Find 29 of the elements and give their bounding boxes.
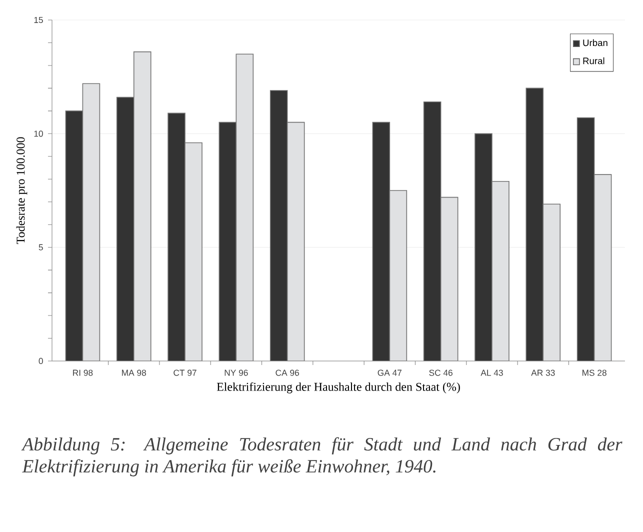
x-tick-label: CA 96	[276, 370, 299, 376]
x-tick-label: MS 28	[582, 370, 606, 376]
bar	[218, 122, 237, 361]
x-tick-label: CT 97	[174, 370, 196, 376]
y-tick-label: 10	[34, 130, 43, 137]
bar	[168, 112, 186, 361]
x-tick-label: MA 98	[122, 370, 146, 376]
y-tick-label: 0	[38, 358, 43, 364]
y-axis-title: Todesrate pro 100.000	[16, 137, 28, 244]
legend-label: Urban	[583, 39, 608, 46]
x-tick-label: GA 47	[378, 370, 402, 376]
x-tick-label: RI 98	[73, 370, 93, 376]
x-axis-title: Elektrifizierung der Haushalte durch den Staat (%)	[216, 382, 460, 394]
y-tick-label: 15	[34, 16, 43, 24]
bar	[474, 133, 492, 361]
bar	[423, 101, 442, 361]
bar	[372, 122, 390, 361]
bar	[270, 90, 288, 361]
bar	[576, 117, 595, 361]
bar	[116, 96, 134, 361]
y-tick-label: 5	[38, 244, 43, 250]
x-tick-label: AR 33	[531, 370, 555, 376]
x-tick-label: NY 96	[224, 370, 248, 376]
x-tick-label: AL 43	[480, 370, 503, 376]
bar	[526, 88, 544, 361]
bar	[65, 110, 84, 361]
text: Abbildung 5: Allgemeine Todesraten für Stadt und Land nach Grad der Elektrifizierung in Amerika für weiße Einwohner, 1940.	[21, 437, 622, 476]
legend-label: Rural	[583, 57, 604, 64]
x-tick-label: SC 46	[429, 370, 452, 376]
